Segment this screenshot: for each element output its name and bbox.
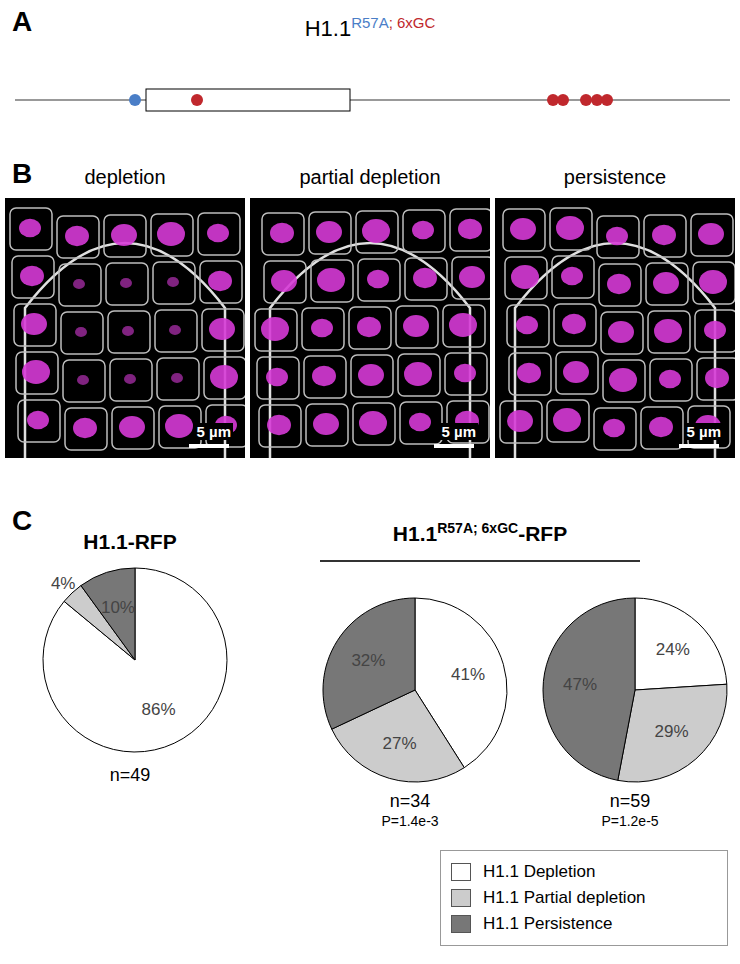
html-text:H1.1 Depletion: H1.1 Depletion xyxy=(483,862,596,881)
svg-text:41%: 41% xyxy=(451,665,485,684)
html-text:C: C xyxy=(12,505,33,536)
html-text:H1.1-RFP: H1.1-RFP xyxy=(83,530,177,553)
html-text:B: B xyxy=(12,158,33,189)
html-text:H1.1 Persistence: H1.1 Persistence xyxy=(483,914,613,933)
html-text:5 µm: 5 µm xyxy=(441,423,476,440)
svg-text:24%: 24% xyxy=(656,640,690,659)
html-text:5 µm: 5 µm xyxy=(196,423,231,440)
svg-text:29%: 29% xyxy=(654,722,688,741)
html-text:n=49: n=49 xyxy=(109,765,151,785)
svg-text:32%: 32% xyxy=(351,651,385,670)
html-text:n=34: n=34 xyxy=(389,791,431,811)
html-text:P=1.4e-3: P=1.4e-3 xyxy=(381,813,439,829)
html-text:persistence: persistence xyxy=(563,166,667,188)
svg-text:4%: 4% xyxy=(51,574,76,593)
html-text:depletion: depletion xyxy=(84,166,166,188)
svg-text:86%: 86% xyxy=(141,700,175,719)
html-text:5 µm: 5 µm xyxy=(686,423,721,440)
html-text:n=59: n=59 xyxy=(609,791,651,811)
html-text:H1.1R57A; 6xGC: H1.1R57A; 6xGC xyxy=(304,14,436,42)
html-text:partial depletion: partial depletion xyxy=(299,166,441,188)
html-text:P=1.2e-5: P=1.2e-5 xyxy=(601,813,659,829)
svg-text:47%: 47% xyxy=(563,675,597,694)
html-text:H1.1 Partial depletion: H1.1 Partial depletion xyxy=(483,888,646,907)
svg-text:27%: 27% xyxy=(383,734,417,753)
html-text:H1.1R57A; 6xGC-RFP: H1.1R57A; 6xGC-RFP xyxy=(392,520,568,545)
svg-text:10%: 10% xyxy=(101,598,135,617)
html-text:A: A xyxy=(12,6,33,37)
